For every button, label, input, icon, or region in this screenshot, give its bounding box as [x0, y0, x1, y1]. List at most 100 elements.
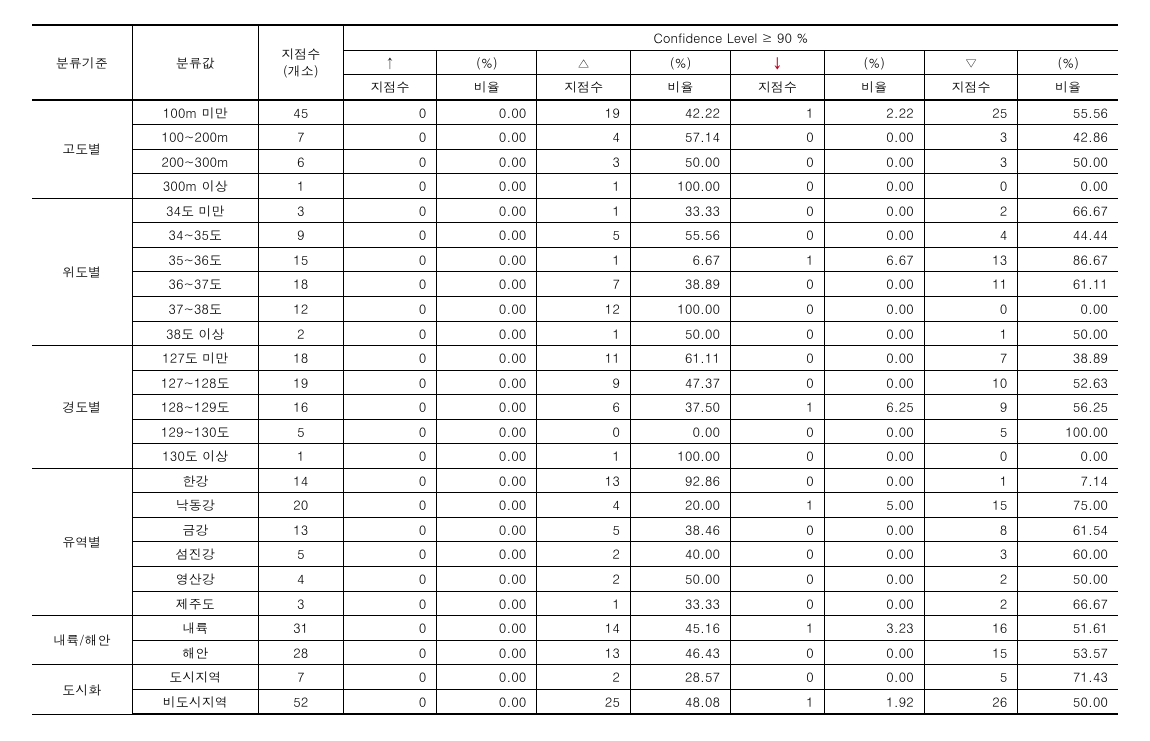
dn-p-cell: 0.00: [824, 321, 924, 346]
hdr-utri-count: 지점수: [537, 75, 631, 100]
n-cell: 12: [258, 297, 343, 322]
group-label: 경도별: [32, 346, 132, 469]
up-n-cell: 0: [343, 223, 437, 248]
dtri-p-cell: 55.56: [1018, 100, 1118, 125]
hdr-n-sites-line1: 지점수: [265, 45, 337, 63]
up-n-cell: 0: [343, 493, 437, 518]
utri-p-cell: 50.00: [630, 567, 730, 592]
up-p-cell: 0.00: [437, 100, 537, 125]
bin-cell: 섬진강: [132, 542, 258, 567]
up-n-cell: 0: [343, 517, 437, 542]
dtri-p-cell: 66.67: [1018, 198, 1118, 223]
dtri-n-cell: 1: [924, 321, 1018, 346]
utri-p-cell: 57.14: [630, 125, 730, 150]
dn-p-cell: 0.00: [824, 665, 924, 690]
n-cell: 7: [258, 665, 343, 690]
dtri-n-cell: 0: [924, 444, 1018, 469]
n-cell: 15: [258, 247, 343, 272]
dtri-p-cell: 0.00: [1018, 444, 1118, 469]
dn-p-cell: 0.00: [824, 346, 924, 371]
utri-p-cell: 20.00: [630, 493, 730, 518]
dtri-p-cell: 60.00: [1018, 542, 1118, 567]
hdr-confidence: Confidence Level ≥ 90 %: [343, 25, 1118, 50]
group-label: 고도별: [32, 100, 132, 199]
bin-cell: 비도시지역: [132, 689, 258, 714]
header-row-1: 분류기준 분류값 지점수 (개소) Confidence Level ≥ 90 …: [32, 25, 1118, 50]
up-n-cell: 0: [343, 149, 437, 174]
up-n-cell: 0: [343, 468, 437, 493]
bin-cell: 낙동강: [132, 493, 258, 518]
utri-n-cell: 11: [537, 346, 631, 371]
dtri-n-cell: 4: [924, 223, 1018, 248]
hdr-criteria: 분류기준: [32, 25, 132, 100]
up-p-cell: 0.00: [437, 149, 537, 174]
dtri-p-cell: 0.00: [1018, 174, 1118, 199]
dn-n-cell: 0: [731, 297, 825, 322]
table-row: 유역별한강1400.001392.8600.0017.14: [32, 468, 1118, 493]
dtri-n-cell: 2: [924, 198, 1018, 223]
utri-n-cell: 1: [537, 591, 631, 616]
utri-p-cell: 50.00: [630, 321, 730, 346]
dtri-n-cell: 3: [924, 125, 1018, 150]
table-row: 100~200m700.00457.1400.00342.86: [32, 125, 1118, 150]
dtri-n-cell: 3: [924, 542, 1018, 567]
dn-p-cell: 0.00: [824, 198, 924, 223]
hdr-sym-utri-icon: △: [537, 50, 631, 75]
dn-p-cell: 0.00: [824, 297, 924, 322]
bin-cell: 100~200m: [132, 125, 258, 150]
bin-cell: 36~37도: [132, 272, 258, 297]
up-n-cell: 0: [343, 346, 437, 371]
dtri-p-cell: 71.43: [1018, 665, 1118, 690]
dtri-p-cell: 51.61: [1018, 616, 1118, 641]
dtri-n-cell: 15: [924, 493, 1018, 518]
up-n-cell: 0: [343, 370, 437, 395]
utri-n-cell: 1: [537, 198, 631, 223]
dn-n-cell: 1: [731, 395, 825, 420]
dn-n-cell: 0: [731, 542, 825, 567]
dn-p-cell: 6.25: [824, 395, 924, 420]
bin-cell: 내륙: [132, 616, 258, 641]
table-row: 경도별127도 미만1800.001161.1100.00738.89: [32, 346, 1118, 371]
dtri-p-cell: 53.57: [1018, 640, 1118, 665]
dn-p-cell: 0.00: [824, 591, 924, 616]
table-row: 내륙/해안내륙3100.001445.1613.231651.61: [32, 616, 1118, 641]
bin-cell: 제주도: [132, 591, 258, 616]
n-cell: 13: [258, 517, 343, 542]
bin-cell: 37~38도: [132, 297, 258, 322]
utri-p-cell: 48.08: [630, 689, 730, 714]
hdr-bin: 분류값: [132, 25, 258, 100]
bin-cell: 130도 이상: [132, 444, 258, 469]
dtri-n-cell: 26: [924, 689, 1018, 714]
dtri-n-cell: 3: [924, 149, 1018, 174]
bin-cell: 128~129도: [132, 395, 258, 420]
utri-p-cell: 37.50: [630, 395, 730, 420]
dtri-p-cell: 75.00: [1018, 493, 1118, 518]
utri-p-cell: 28.57: [630, 665, 730, 690]
dn-p-cell: 0.00: [824, 370, 924, 395]
up-n-cell: 0: [343, 591, 437, 616]
up-n-cell: 0: [343, 689, 437, 714]
hdr-down-ratio: 비율: [824, 75, 924, 100]
hdr-utri-ratio: 비율: [630, 75, 730, 100]
up-p-cell: 0.00: [437, 567, 537, 592]
up-n-cell: 0: [343, 297, 437, 322]
dn-n-cell: 0: [731, 468, 825, 493]
dtri-p-cell: 38.89: [1018, 346, 1118, 371]
bin-cell: 도시지역: [132, 665, 258, 690]
dtri-p-cell: 50.00: [1018, 149, 1118, 174]
up-p-cell: 0.00: [437, 665, 537, 690]
dtri-p-cell: 86.67: [1018, 247, 1118, 272]
n-cell: 5: [258, 542, 343, 567]
dtri-n-cell: 11: [924, 272, 1018, 297]
n-cell: 20: [258, 493, 343, 518]
utri-n-cell: 1: [537, 321, 631, 346]
up-p-cell: 0.00: [437, 297, 537, 322]
up-p-cell: 0.00: [437, 689, 537, 714]
dtri-p-cell: 66.67: [1018, 591, 1118, 616]
dn-p-cell: 6.67: [824, 247, 924, 272]
table-row: 제주도300.00133.3300.00266.67: [32, 591, 1118, 616]
up-p-cell: 0.00: [437, 591, 537, 616]
up-p-cell: 0.00: [437, 444, 537, 469]
hdr-sym-dtri-icon: ▽: [924, 50, 1018, 75]
dtri-n-cell: 5: [924, 665, 1018, 690]
